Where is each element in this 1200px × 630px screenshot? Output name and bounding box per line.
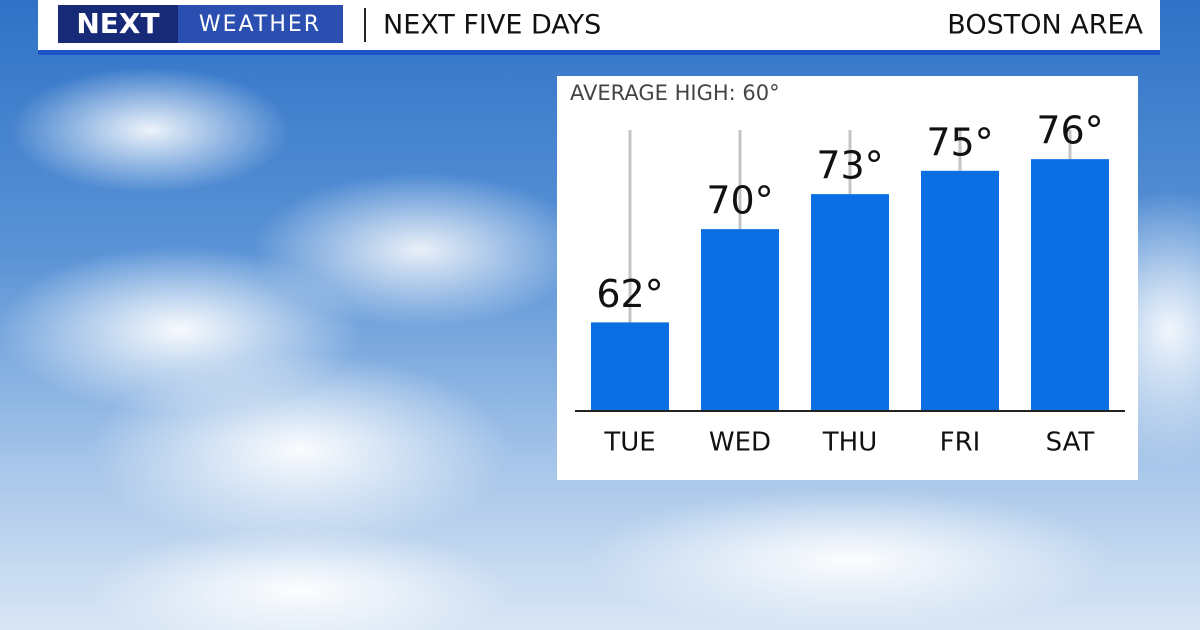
x-tick-label: WED bbox=[709, 428, 771, 458]
value-label: 73° bbox=[816, 144, 883, 188]
value-label: 75° bbox=[926, 120, 993, 164]
bar bbox=[811, 194, 889, 411]
value-label: 62° bbox=[596, 272, 663, 316]
logo-weather: WEATHER bbox=[199, 12, 321, 37]
value-label: 76° bbox=[1036, 109, 1103, 153]
bar bbox=[701, 229, 779, 411]
logo-next: NEXT bbox=[76, 7, 159, 40]
average-high: AVERAGE HIGH: 60° bbox=[570, 81, 780, 105]
separator bbox=[364, 8, 366, 42]
plot: 62° TUE 70° WED 73° THU 75° FRI 76° SAT bbox=[591, 109, 1109, 458]
x-tick-label: TUE bbox=[603, 428, 655, 458]
header-underline bbox=[38, 50, 1160, 55]
title: NEXT FIVE DAYS bbox=[383, 10, 601, 41]
location: BOSTON AREA bbox=[947, 10, 1143, 41]
x-tick-label: SAT bbox=[1046, 428, 1095, 458]
logo-next-box bbox=[58, 5, 178, 43]
x-tick-label: THU bbox=[822, 428, 877, 458]
bar bbox=[591, 322, 669, 411]
bar bbox=[921, 170, 999, 411]
value-label: 70° bbox=[706, 179, 773, 223]
x-tick-label: FRI bbox=[940, 428, 981, 458]
bar bbox=[1031, 159, 1109, 411]
